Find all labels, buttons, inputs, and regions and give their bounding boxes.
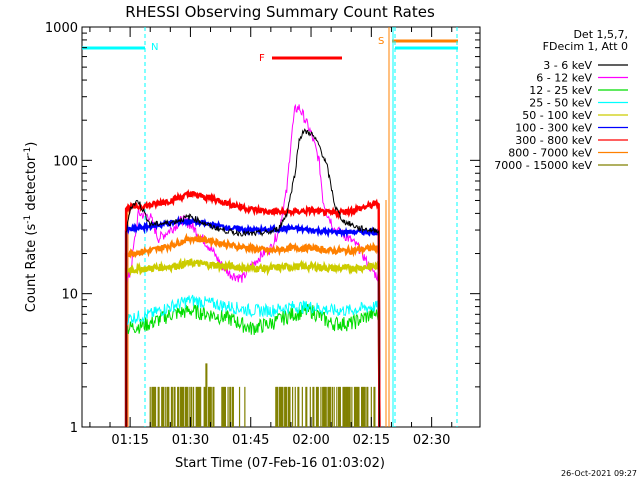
series-3-6-kev	[125, 128, 380, 428]
legend-label-6-12-kev: 6 - 12 keV	[536, 72, 592, 85]
legend-header-2: FDecim 1, Att 0	[543, 40, 628, 53]
y-tick-label-0: 1	[70, 421, 78, 436]
legend-label-50-100-kev: 50 - 100 keV	[522, 109, 592, 122]
annotation-n: N	[151, 42, 158, 53]
y-axis-label-sup2: -1	[23, 147, 33, 156]
series-25-50-kev	[125, 294, 380, 428]
x-tick-label-0: 01:15	[111, 433, 148, 448]
y-axis-label-main: Count Rate (s	[24, 224, 39, 313]
y-axis-label-end: )	[24, 142, 39, 147]
series-800-7000-kev	[124, 232, 381, 428]
x-axis-label: Start Time (07-Feb-16 01:03:02)	[175, 456, 385, 471]
x-tick-label-4: 02:15	[353, 433, 390, 448]
legend-header-1: Det 1,5,7,	[573, 28, 628, 41]
legend-label-7000-15000-kev: 7000 - 15000 keV	[494, 159, 592, 172]
y-axis-label: Count Rate (s-1 detector-1)	[23, 142, 39, 313]
x-tick-label-5: 02:30	[413, 433, 450, 448]
x-axis: 01:15 01:30 01:45 02:00 02:15 02:30	[89, 27, 453, 448]
chart-title: RHESSI Observing Summary Count Rates	[125, 3, 435, 21]
state-markers	[82, 27, 458, 427]
series-12-25-kev	[125, 303, 380, 428]
series-7000-15000-kev	[149, 363, 376, 427]
x-tick-label-3: 02:00	[292, 433, 329, 448]
x-tick-label-2: 01:45	[232, 433, 269, 448]
series-50-100-kev	[124, 257, 381, 428]
y-axis-label-mid: detector	[24, 155, 39, 215]
y-tick-label-2: 100	[53, 154, 78, 169]
series-300-800-kev	[124, 188, 381, 428]
y-tick-label-3: 1000	[45, 21, 78, 36]
legend-label-25-50-kev: 25 - 50 keV	[529, 97, 592, 110]
legend-label-3-6-kev: 3 - 6 keV	[543, 59, 592, 72]
annotation-f: F	[259, 53, 265, 64]
y-tick-label-1: 10	[61, 288, 78, 303]
y-axis: 1 10 100 1000	[45, 21, 480, 436]
annotation-s: S	[378, 36, 384, 47]
series-layer	[124, 103, 381, 428]
legend-label-12-25-kev: 12 - 25 keV	[529, 84, 592, 97]
legend-label-800-7000-kev: 800 - 7000 keV	[508, 147, 592, 160]
footer-date: 26-Oct-2021 09:27	[561, 469, 637, 478]
legend-label-100-300-kev: 100 - 300 keV	[515, 122, 592, 135]
x-tick-label-1: 01:30	[172, 433, 209, 448]
series-100-300-kev	[124, 215, 381, 428]
legend-label-300-800-kev: 300 - 800 keV	[515, 134, 592, 147]
y-axis-label-sup1: -1	[23, 215, 33, 224]
